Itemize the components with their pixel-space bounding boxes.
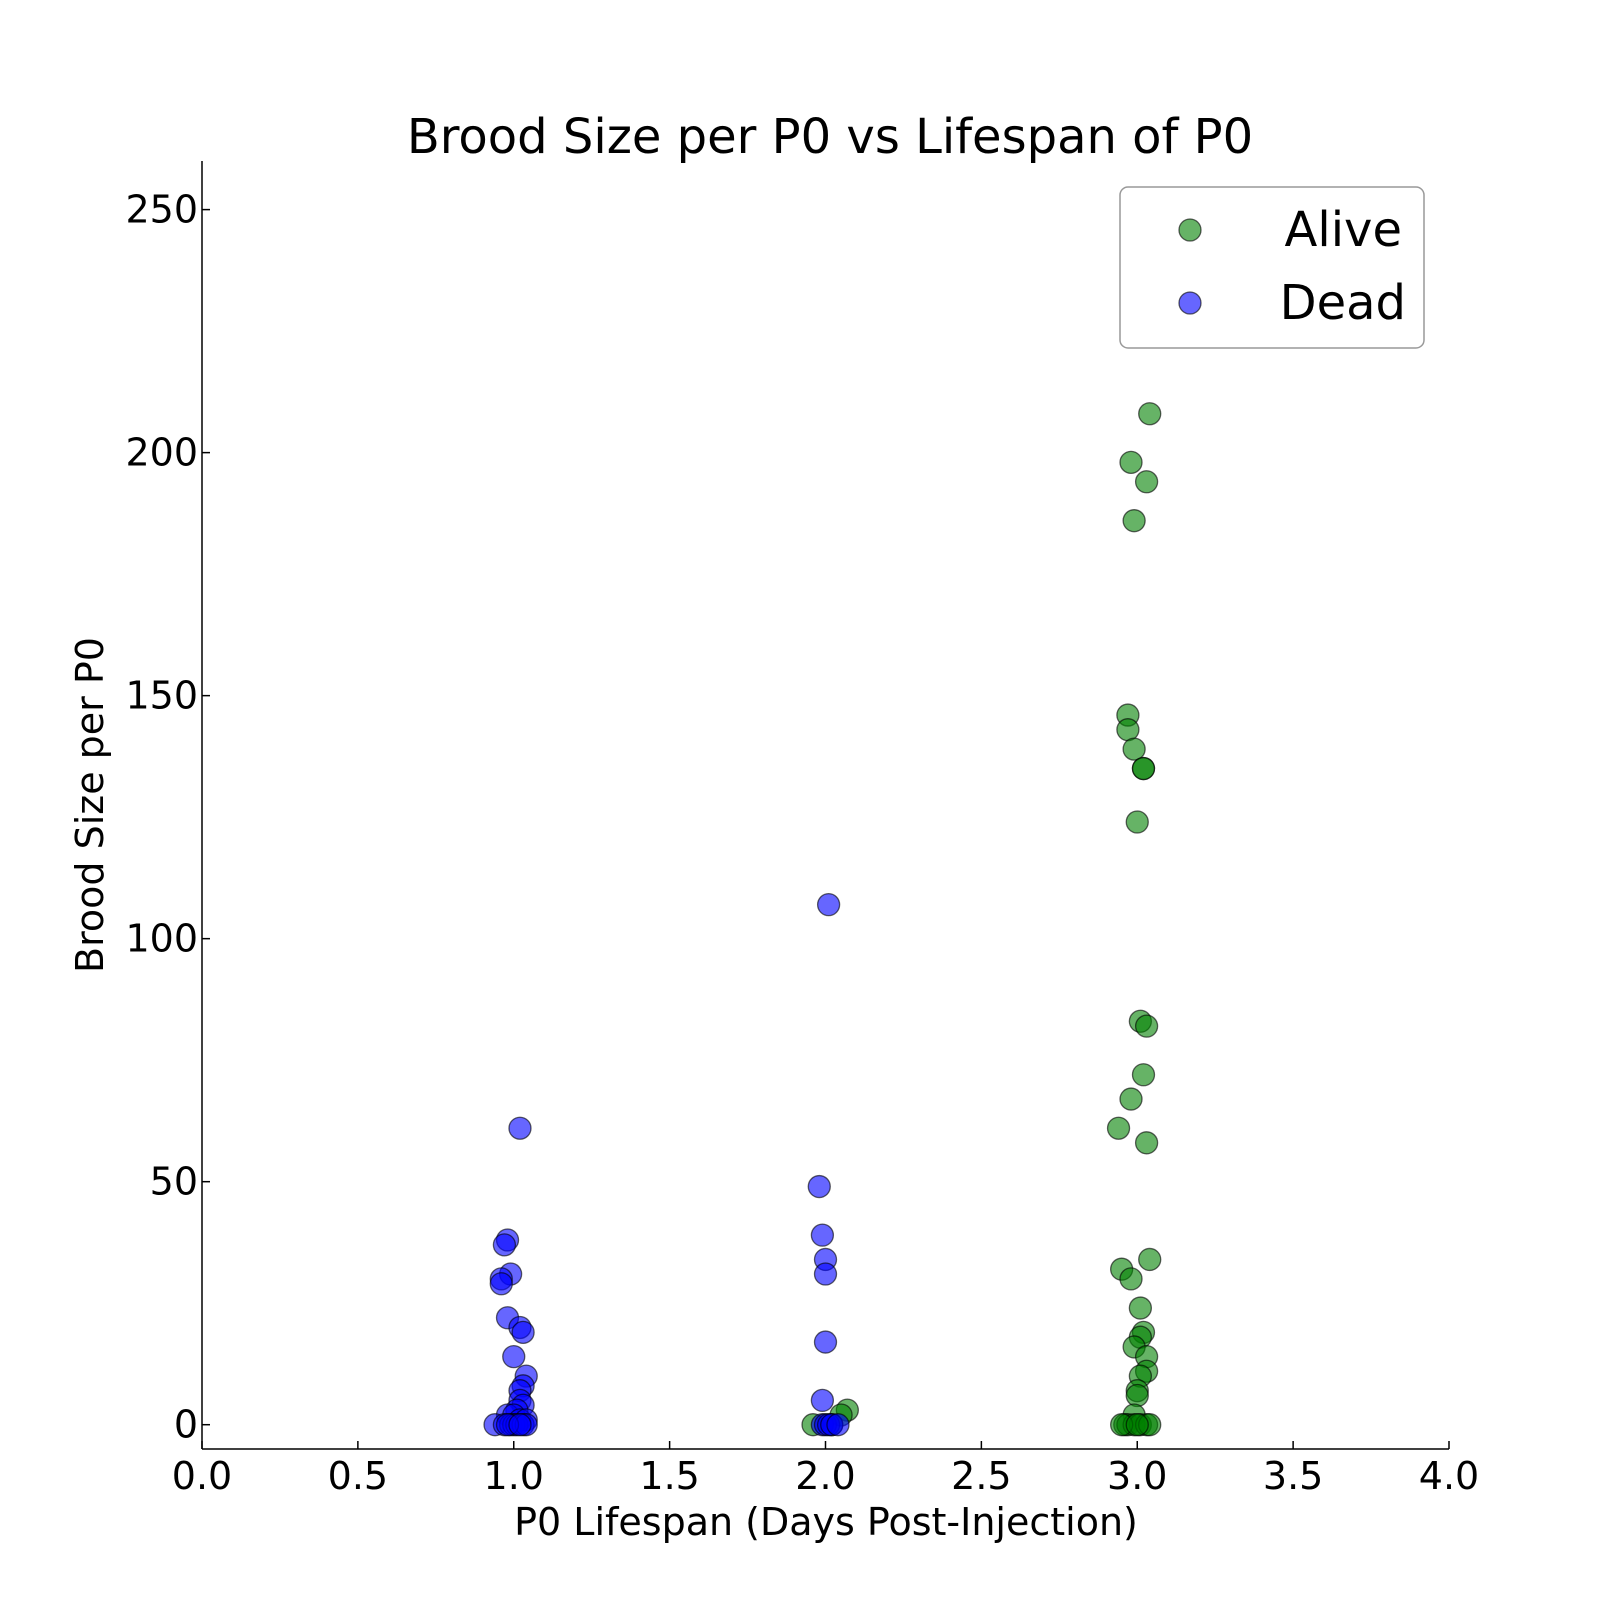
data-point-alive: [1116, 718, 1140, 742]
x-tick-label: 1.5: [639, 1454, 699, 1498]
data-point-alive: [1119, 1267, 1143, 1291]
data-point-alive: [1106, 1116, 1131, 1140]
x-tick-label: 2.5: [951, 1454, 1011, 1498]
legend-marker-dead: [1178, 291, 1202, 315]
data-point-dead: [511, 1320, 535, 1345]
data-point-dead: [807, 1174, 831, 1199]
data-point-alive: [1138, 402, 1162, 426]
data-point-alive: [1138, 1247, 1162, 1272]
y-axis-label: Brood Size per P0: [68, 637, 112, 973]
data-point-dead: [508, 1116, 532, 1140]
y-tick-label: 150: [125, 674, 198, 718]
y-tick-label: 50: [150, 1160, 198, 1204]
x-axis-label: P0 Lifespan (Days Post-Injection): [514, 1500, 1138, 1544]
series-alive: [801, 402, 1162, 1437]
data-point-dead: [813, 1262, 838, 1286]
data-point-dead: [508, 1413, 532, 1437]
legend-label-alive: Alive: [1285, 202, 1402, 258]
data-point-dead: [810, 1388, 835, 1413]
data-point-alive: [1119, 450, 1143, 474]
x-tick-label: 1.0: [484, 1454, 544, 1498]
series-dead: [483, 892, 850, 1437]
plot-area: [483, 402, 1162, 1437]
x-tick-label: 3.0: [1107, 1454, 1167, 1498]
data-point-alive: [1128, 1296, 1153, 1320]
data-point-dead: [489, 1272, 513, 1296]
data-point-dead: [813, 1330, 838, 1354]
x-tick-label: 4.0: [1419, 1454, 1479, 1498]
x-tick-label: 0.5: [328, 1454, 388, 1498]
legend-marker-alive: [1178, 218, 1202, 242]
chart-title: Brood Size per P0 vs Lifespan of P0: [407, 109, 1253, 165]
data-point-alive: [1125, 810, 1149, 834]
data-point-alive: [1125, 1383, 1149, 1408]
data-point-alive: [1134, 470, 1159, 494]
y-tick-label: 0: [174, 1403, 198, 1447]
data-point-dead: [826, 1413, 850, 1437]
y-axis-ticks: 0 50 100 150 200 250: [125, 188, 210, 1447]
data-point-alive: [1134, 1014, 1159, 1038]
x-axis-ticks: 0.0 0.5 1.0 1.5 2.0 2.5 3.0 3.5 4.0: [172, 1441, 1479, 1498]
data-point-alive: [1125, 1413, 1149, 1437]
data-point-dead: [816, 892, 841, 917]
data-point-alive: [1122, 737, 1146, 761]
legend-label-dead: Dead: [1280, 275, 1406, 331]
data-point-dead: [492, 1233, 517, 1257]
data-point-dead: [810, 1223, 835, 1247]
x-tick-label: 0.0: [172, 1454, 232, 1498]
x-tick-label: 2.0: [795, 1454, 855, 1498]
data-point-alive: [1122, 509, 1146, 533]
data-point-alive: [1131, 1063, 1156, 1087]
y-tick-label: 200: [125, 431, 198, 475]
legend: Alive Dead: [1119, 186, 1425, 349]
data-point-alive: [1134, 1131, 1159, 1155]
data-point-alive: [1119, 1087, 1143, 1111]
data-point-alive: [1131, 756, 1156, 781]
y-tick-label: 250: [125, 188, 198, 232]
y-tick-label: 100: [125, 917, 198, 961]
x-tick-label: 3.5: [1263, 1454, 1323, 1498]
data-point-dead: [502, 1345, 526, 1369]
